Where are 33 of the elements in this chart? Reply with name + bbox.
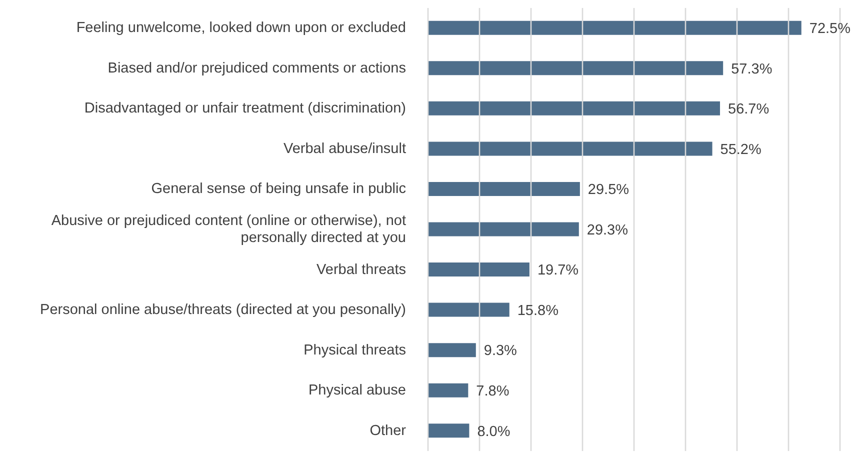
data-label: 29.3% xyxy=(586,222,628,238)
bar xyxy=(428,424,470,438)
y-tick-label: Physical threats xyxy=(304,342,406,358)
y-tick-label: General sense of being unsafe in public xyxy=(151,181,406,198)
y-tick-label: Verbal abuse/insult xyxy=(283,140,406,157)
data-label: 56.7% xyxy=(728,102,770,118)
bar xyxy=(428,383,468,398)
data-label: 7.8% xyxy=(476,383,510,400)
data-label: 9.3% xyxy=(484,343,518,360)
bar xyxy=(428,101,720,116)
bar xyxy=(428,222,579,236)
data-label: 72.5% xyxy=(809,21,851,38)
data-label: 29.5% xyxy=(588,182,630,198)
y-tick-label: Other xyxy=(370,422,406,439)
data-label: 57.3% xyxy=(731,61,772,78)
data-label: 8.0% xyxy=(477,424,510,440)
y-tick-label: Verbal threats xyxy=(316,262,406,278)
y-tick-label: Abusive or prejudiced content (online or otherwise), not personally directed at you xyxy=(51,213,406,246)
bar xyxy=(428,262,530,277)
bar xyxy=(428,343,476,358)
data-label: 55.2% xyxy=(720,142,762,158)
bar xyxy=(428,20,802,35)
data-label: 15.8% xyxy=(517,302,559,319)
data-label: 19.7% xyxy=(537,262,579,279)
y-tick-label: Personal online abuse/threats (directed at you pesonally) xyxy=(40,302,406,318)
y-tick-label: Biased and/or prejudiced comments or actions xyxy=(108,60,406,76)
bar xyxy=(428,182,580,196)
bar xyxy=(428,302,510,317)
y-tick-label: Feeling unwelcome, looked down upon or excluded xyxy=(76,20,406,36)
bar xyxy=(428,142,712,156)
y-tick-label: Disadvantaged or unfair treatment (discrimination) xyxy=(84,100,406,117)
y-tick-label: Physical abuse xyxy=(308,382,406,399)
bar xyxy=(428,61,724,76)
